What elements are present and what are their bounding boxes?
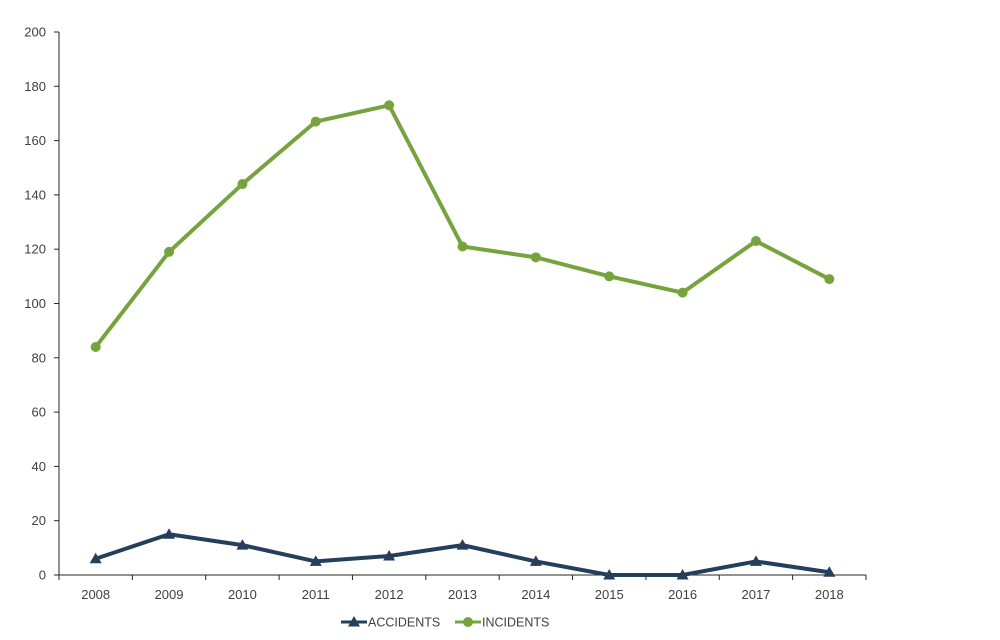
data-point — [383, 549, 396, 561]
y-tick-label: 100 — [24, 296, 46, 311]
x-tick-label: 2008 — [81, 587, 110, 602]
data-point — [457, 241, 468, 252]
data-point — [456, 539, 469, 550]
legend: ACCIDENTS INCIDENTS — [341, 616, 549, 630]
data-point — [603, 569, 616, 580]
data-point — [89, 552, 102, 564]
y-tick-label: 140 — [24, 187, 46, 202]
y-tick-label: 160 — [24, 133, 46, 148]
legend-item-accidents: ACCIDENTS — [341, 616, 440, 630]
plot-area — [89, 100, 836, 580]
y-tick-label: 20 — [32, 513, 46, 528]
data-point — [529, 555, 542, 566]
data-point — [604, 271, 615, 282]
data-point — [750, 236, 761, 247]
data-point — [163, 528, 176, 539]
x-axis: 2008 2009 2010 2011 2012 2013 2014 2015 2016 2017… — [58, 574, 867, 602]
series-accidents — [89, 528, 836, 580]
data-point — [237, 179, 248, 190]
data-point — [384, 100, 395, 111]
y-tick-label: 80 — [32, 350, 46, 365]
legend-label: ACCIDENTS — [368, 616, 440, 630]
x-tick-label: 2018 — [815, 587, 844, 602]
x-tick-label: 2012 — [375, 587, 404, 602]
x-tick-label: 2013 — [448, 587, 477, 602]
legend-marker — [463, 617, 473, 627]
x-tick-label: 2010 — [228, 587, 257, 602]
data-point — [677, 287, 688, 298]
y-tick-label: 40 — [32, 459, 46, 474]
data-point — [676, 569, 689, 580]
y-axis: 0 20 40 60 80 100 120 140 160 180 200 — [24, 25, 60, 583]
x-tick-label: 2017 — [741, 587, 770, 602]
y-tick-label: 0 — [39, 568, 46, 583]
x-tick-label: 2014 — [521, 587, 550, 602]
series-line — [93, 103, 832, 349]
series-incidents — [90, 100, 835, 352]
data-point — [749, 555, 762, 566]
data-point — [310, 116, 321, 127]
x-tick-label: 2011 — [302, 587, 330, 602]
y-tick-label: 180 — [24, 79, 46, 94]
y-tick-label: 200 — [24, 25, 46, 40]
data-point — [823, 566, 836, 577]
y-tick-label: 120 — [24, 242, 46, 257]
legend-item-incidents: INCIDENTS — [455, 616, 549, 630]
legend-marker — [348, 616, 360, 627]
x-tick-label: 2015 — [595, 587, 624, 602]
data-point — [90, 341, 101, 352]
legend-label: INCIDENTS — [482, 616, 549, 630]
data-point — [236, 539, 249, 550]
x-tick-label: 2009 — [155, 587, 184, 602]
data-point — [309, 555, 322, 566]
x-tick-label: 2016 — [668, 587, 697, 602]
y-tick-label: 60 — [32, 405, 46, 420]
data-point — [530, 252, 541, 263]
data-point — [824, 274, 835, 285]
data-point — [164, 246, 175, 257]
